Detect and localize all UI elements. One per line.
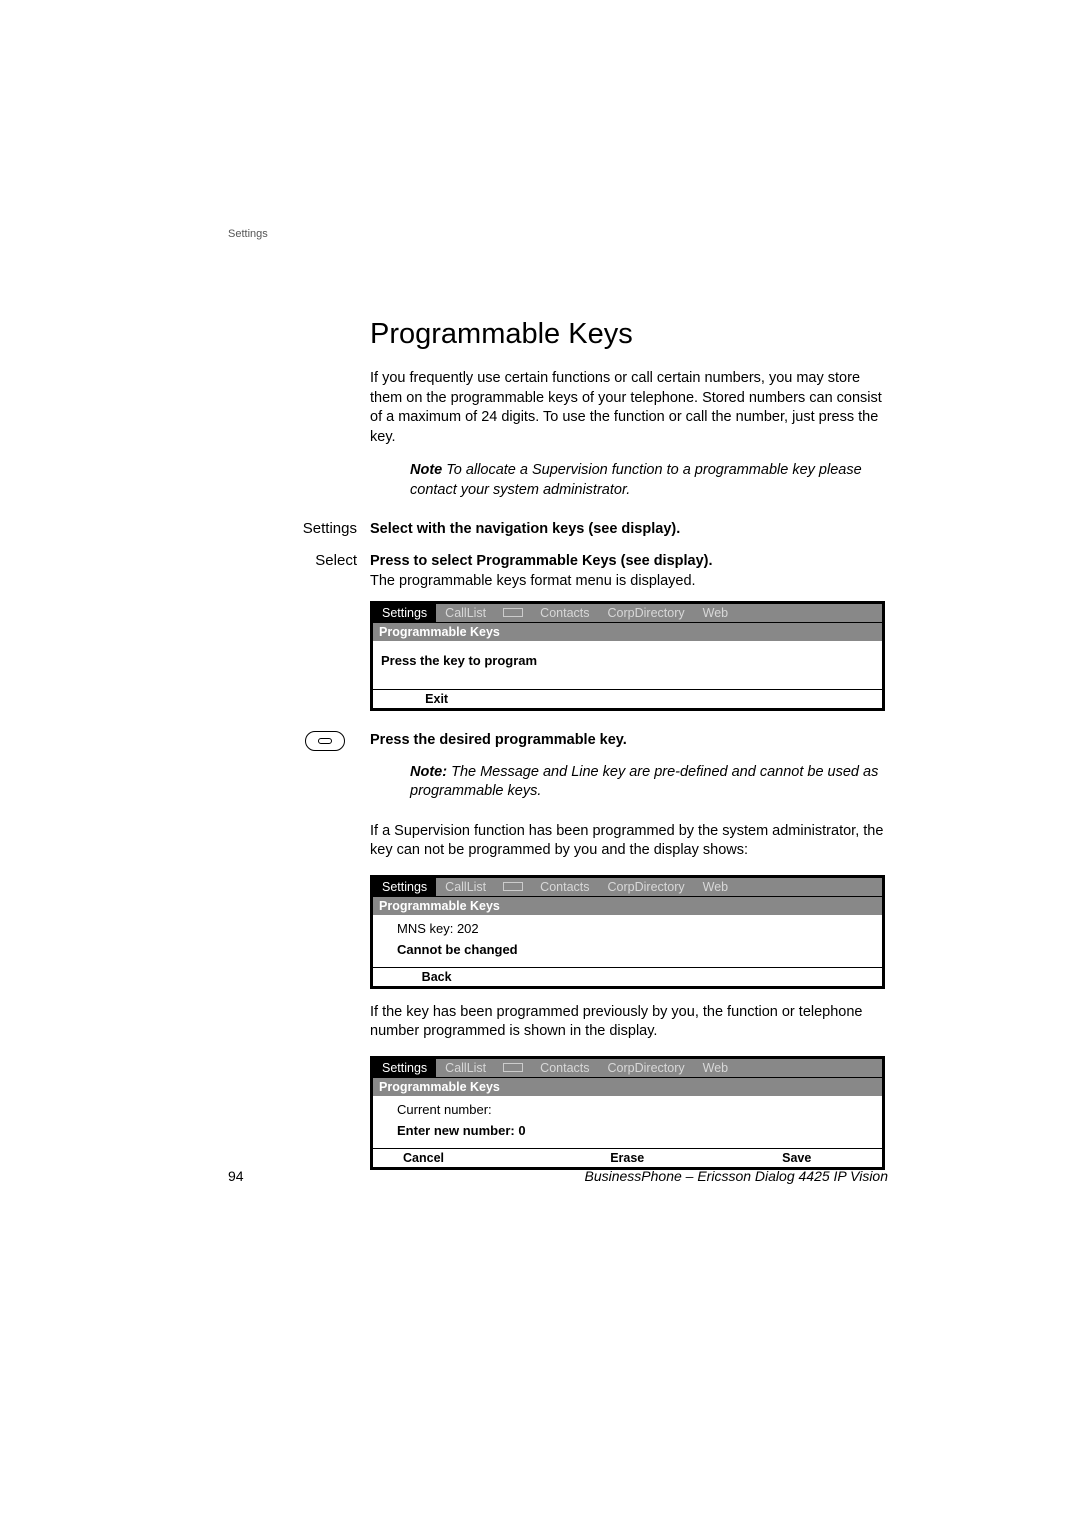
display-sub-3: Current number: [381, 1102, 874, 1117]
phone-display-3: Settings CallList Contacts CorpDirectory… [370, 1056, 885, 1170]
tab-web-2[interactable]: Web [694, 878, 737, 896]
step-label-select: Select [237, 552, 357, 569]
tab-contacts-2[interactable]: Contacts [531, 878, 598, 896]
tab-web-3[interactable]: Web [694, 1059, 737, 1077]
step-label-settings: Settings [237, 520, 357, 537]
tab-settings-3[interactable]: Settings [373, 1059, 436, 1077]
note-label: Note [410, 462, 442, 478]
tab-corpdirectory-3[interactable]: CorpDirectory [599, 1059, 694, 1077]
tab-messages-icon[interactable] [495, 604, 531, 622]
softkey-erase[interactable]: Erase [542, 1149, 711, 1167]
intro-paragraph: If you frequently use certain functions … [370, 369, 885, 447]
note-mid: Note: The Message and Line key are pre-d… [410, 763, 885, 802]
note-mid-label: Note: [410, 764, 447, 780]
tab-messages-icon-3[interactable] [495, 1059, 531, 1077]
display-body: Press the key to program [373, 641, 882, 689]
tab-contacts-3[interactable]: Contacts [531, 1059, 598, 1077]
display-sub-2: MNS key: 202 [381, 921, 874, 936]
display-title-3: Programmable Keys [373, 1078, 882, 1096]
page-footer: 94 BusinessPhone – Ericsson Dialog 4425 … [228, 1168, 888, 1184]
display-prompt-2: Cannot be changed [381, 942, 874, 957]
tab-contacts[interactable]: Contacts [531, 604, 598, 622]
tab-calllist[interactable]: CallList [436, 604, 495, 622]
softkey-back[interactable]: Back [373, 968, 500, 986]
tab-messages-icon-2[interactable] [495, 878, 531, 896]
page-content: Programmable Keys If you frequently use … [370, 318, 885, 1176]
display-body-3: Current number: Enter new number: 0 [373, 1096, 882, 1148]
programmed-paragraph: If the key has been programmed previousl… [370, 1003, 885, 1042]
footer-product: BusinessPhone – Ericsson Dialog 4425 IP … [584, 1168, 888, 1184]
step-text-settings: Select with the navigation keys (see dis… [370, 520, 885, 540]
phone-display-1: Settings CallList Contacts CorpDirectory… [370, 601, 885, 711]
tab-settings[interactable]: Settings [373, 604, 436, 622]
page-number: 94 [228, 1168, 244, 1184]
display-prompt-3: Enter new number: 0 [381, 1123, 874, 1138]
tab-calllist-2[interactable]: CallList [436, 878, 495, 896]
softkey-save[interactable]: Save [712, 1149, 881, 1167]
phone-display-2: Settings CallList Contacts CorpDirectory… [370, 875, 885, 989]
tab-settings-2[interactable]: Settings [373, 878, 436, 896]
display-softkeys: Exit [373, 689, 882, 708]
note-top: Note To allocate a Supervision function … [410, 461, 885, 500]
shortcut-key-icon [305, 731, 345, 751]
display-tabs-2: Settings CallList Contacts CorpDirectory… [373, 878, 882, 897]
display-tabs-3: Settings CallList Contacts CorpDirectory… [373, 1059, 882, 1078]
display-softkeys-3: Cancel Erase Save [373, 1148, 882, 1167]
tab-corpdirectory[interactable]: CorpDirectory [599, 604, 694, 622]
display-title-2: Programmable Keys [373, 897, 882, 915]
section-header: Settings [228, 228, 268, 240]
step-press-key: Press the desired programmable key. [370, 731, 885, 751]
step-select-bold: Press to select Programmable Keys (see d… [370, 552, 885, 572]
softkey-cancel[interactable]: Cancel [373, 1149, 542, 1167]
step-press-text: Press the desired programmable key. [370, 731, 885, 751]
tab-calllist-3[interactable]: CallList [436, 1059, 495, 1077]
page-title: Programmable Keys [370, 318, 885, 351]
note-mid-text: The Message and Line key are pre-defined… [410, 764, 878, 800]
softkey-exit[interactable]: Exit [373, 690, 500, 708]
display-body-2: MNS key: 202 Cannot be changed [373, 915, 882, 967]
step-settings: Settings Select with the navigation keys… [370, 520, 885, 540]
display-title: Programmable Keys [373, 623, 882, 641]
step-select-plain: The programmable keys format menu is dis… [370, 572, 885, 592]
note-text: To allocate a Supervision function to a … [410, 462, 862, 498]
tab-web[interactable]: Web [694, 604, 737, 622]
tab-corpdirectory-2[interactable]: CorpDirectory [599, 878, 694, 896]
display-softkeys-2: Back [373, 967, 882, 986]
display-prompt: Press the key to program [381, 653, 874, 668]
step-select: Select Press to select Programmable Keys… [370, 552, 885, 591]
supervision-paragraph: If a Supervision function has been progr… [370, 822, 885, 861]
display-tabs: Settings CallList Contacts CorpDirectory… [373, 604, 882, 623]
